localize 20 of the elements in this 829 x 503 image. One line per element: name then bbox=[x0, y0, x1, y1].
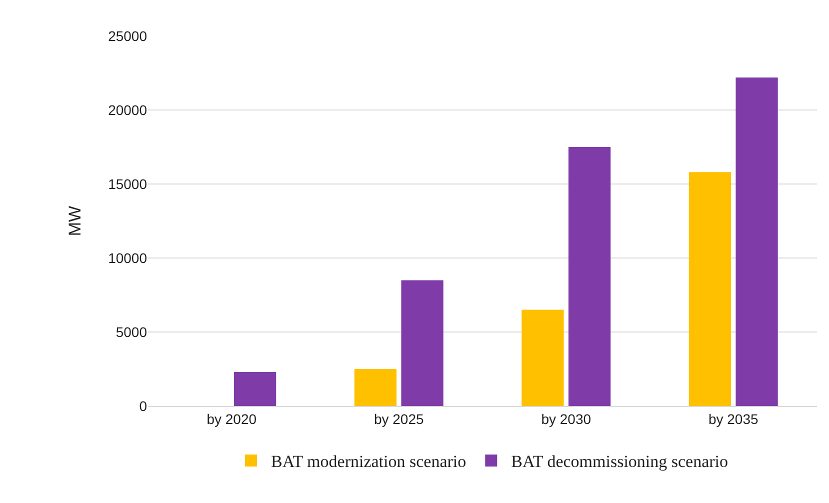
y-tick-label: 25000 bbox=[108, 28, 148, 44]
legend-label: BAT decommissioning scenario bbox=[511, 452, 728, 472]
legend-label: BAT modernization scenario bbox=[271, 452, 466, 472]
x-tick-label: by 2030 bbox=[541, 410, 592, 427]
y-tick-label: 20000 bbox=[108, 102, 148, 118]
bar bbox=[234, 372, 276, 406]
bar bbox=[401, 280, 444, 406]
bar bbox=[354, 369, 397, 406]
y-axis-title: MW bbox=[66, 206, 85, 236]
y-tick-label: 10000 bbox=[108, 250, 148, 266]
x-tick-label: by 2035 bbox=[708, 410, 758, 427]
y-tick-label: 0 bbox=[139, 398, 148, 414]
bar bbox=[736, 77, 778, 406]
y-tick-label: 5000 bbox=[116, 324, 148, 340]
bar bbox=[568, 147, 611, 406]
bar bbox=[688, 172, 732, 406]
x-tick-label: by 2020 bbox=[206, 410, 257, 427]
y-tick-label: 15000 bbox=[108, 176, 148, 192]
x-tick-label: by 2025 bbox=[374, 410, 424, 427]
bar bbox=[522, 310, 564, 406]
